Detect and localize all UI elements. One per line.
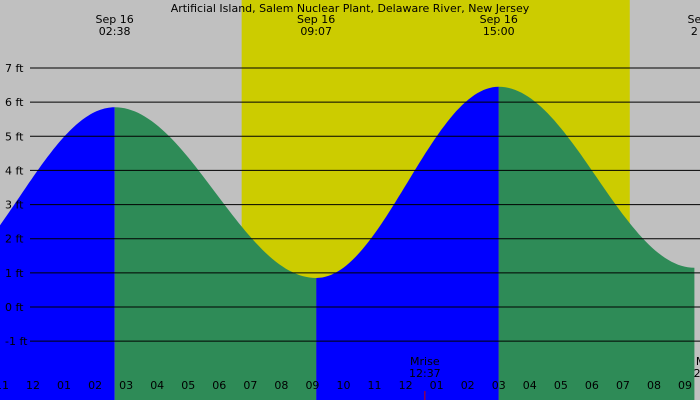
y-tick-label: -1 ft <box>5 335 28 348</box>
x-tick-label: 07 <box>616 379 630 392</box>
chart-title: Artificial Island, Salem Nuclear Plant, … <box>171 2 530 15</box>
x-tick-label: 11 <box>368 379 382 392</box>
falling-tide-area <box>114 107 317 400</box>
rising-tide-area <box>316 86 499 400</box>
x-tick-label: 11 <box>0 379 9 392</box>
x-tick-label: 09 <box>678 379 692 392</box>
x-tick-label: 08 <box>647 379 661 392</box>
y-tick-labels: 7 ft 6 ft 5 ft 4 ft 3 ft 2 ft 1 ft 0 ft -1 ft <box>5 62 28 348</box>
moon-event-label: M <box>696 355 700 368</box>
moon-event-time: 12:37 <box>409 367 441 380</box>
rising-tide-area <box>0 107 115 400</box>
y-tick-label: 7 ft <box>5 62 24 75</box>
x-tick-label: 01 <box>57 379 71 392</box>
gridlines-group <box>30 67 700 342</box>
x-tick-label: 12 <box>26 379 40 392</box>
x-tick-label: 01 <box>430 379 444 392</box>
x-tick-label: 12 <box>399 379 413 392</box>
tide-event-time: 02:38 <box>99 25 131 38</box>
x-tick-label: 05 <box>554 379 568 392</box>
x-tick-label: 09 <box>305 379 319 392</box>
tide-event-time: 09:07 <box>300 25 332 38</box>
moon-event-time: 21 <box>694 367 700 380</box>
y-tick-label: 6 ft <box>5 96 24 109</box>
x-tick-label: 05 <box>181 379 195 392</box>
x-tick-label: 07 <box>243 379 257 392</box>
x-tick-labels: 11 12 01 02 03 04 05 06 07 08 09 10 11 12 01 02 03 04 05 06… <box>0 379 692 392</box>
x-tick-label: 06 <box>212 379 226 392</box>
y-tick-label: 3 ft <box>5 199 24 212</box>
tide-event-date: Sep 16 <box>297 13 335 26</box>
y-tick-label: 0 ft <box>5 301 24 314</box>
x-tick-label: 04 <box>150 379 164 392</box>
tide-area-group <box>0 86 695 400</box>
falling-tide-area <box>498 86 695 400</box>
y-tick-label: 4 ft <box>5 164 24 177</box>
x-tick-label: 06 <box>585 379 599 392</box>
x-tick-label: 02 <box>88 379 102 392</box>
tide-event-date: Se <box>687 13 700 26</box>
moon-event-label: Mrise <box>410 355 440 368</box>
y-tick-label: 2 ft <box>5 233 24 246</box>
x-tick-label: 02 <box>461 379 475 392</box>
x-tick-label: 08 <box>274 379 288 392</box>
tide-event-time: 15:00 <box>483 25 515 38</box>
tide-event-time: 2 <box>691 25 698 38</box>
y-tick-label: 1 ft <box>5 267 24 280</box>
y-tick-label: 5 ft <box>5 130 24 143</box>
x-tick-label: 03 <box>119 379 133 392</box>
x-tick-label: 04 <box>523 379 537 392</box>
tide-event-date: Sep 16 <box>96 13 134 26</box>
x-tick-label: 10 <box>337 379 351 392</box>
x-tick-label: 03 <box>492 379 506 392</box>
tide-event-date: Sep 16 <box>480 13 518 26</box>
